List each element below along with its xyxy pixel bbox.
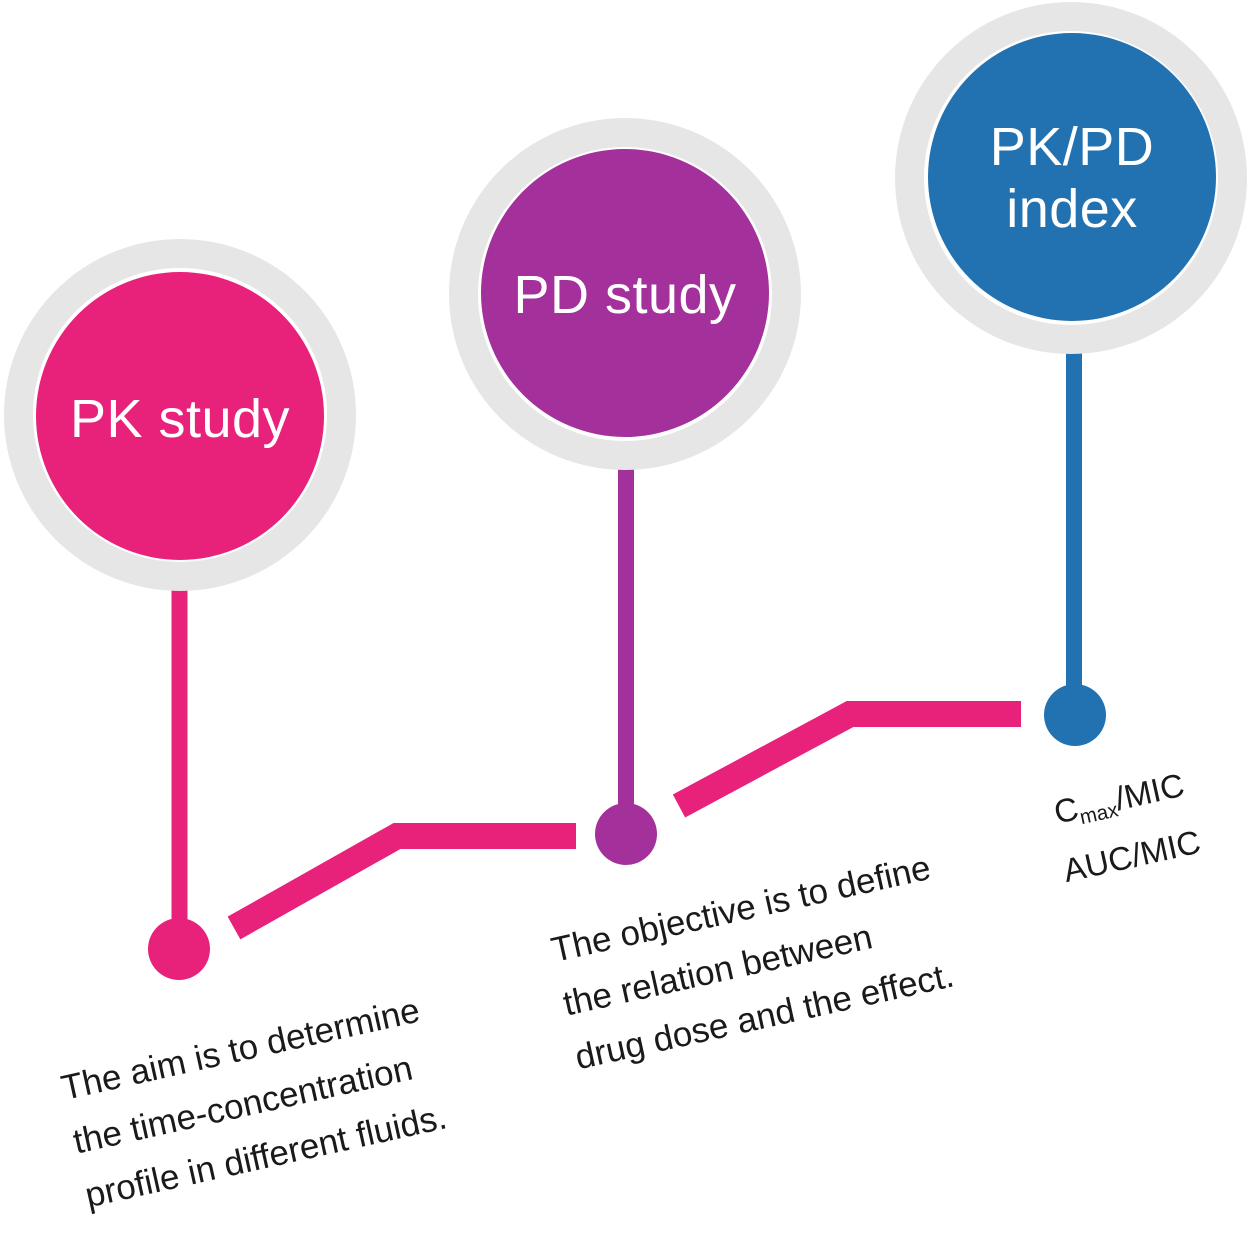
cmax-subscript: max: [1077, 798, 1121, 830]
cmax-base: C: [1050, 789, 1082, 831]
connector-pk-to-pd: [227, 823, 576, 940]
pk-stem-dot: [148, 918, 210, 980]
pk-circle: [36, 272, 324, 560]
pd-circle: [481, 149, 769, 437]
pd-circle-label: PD study: [513, 265, 737, 325]
pkpd-circle-label: PK/PD index: [912, 116, 1232, 240]
connector-pd-to-pkpd: [672, 701, 1021, 818]
cmax-rest: /MIC: [1111, 765, 1188, 818]
pkpd-circle: [928, 33, 1216, 321]
pk-circle-label: PK study: [69, 389, 291, 449]
pd-stem-dot: [595, 803, 657, 865]
pkpd-label-line1: PK/PD: [989, 117, 1155, 177]
pkpd-stem-dot: [1044, 684, 1106, 746]
pkpd-label-line2: index: [1006, 179, 1138, 239]
